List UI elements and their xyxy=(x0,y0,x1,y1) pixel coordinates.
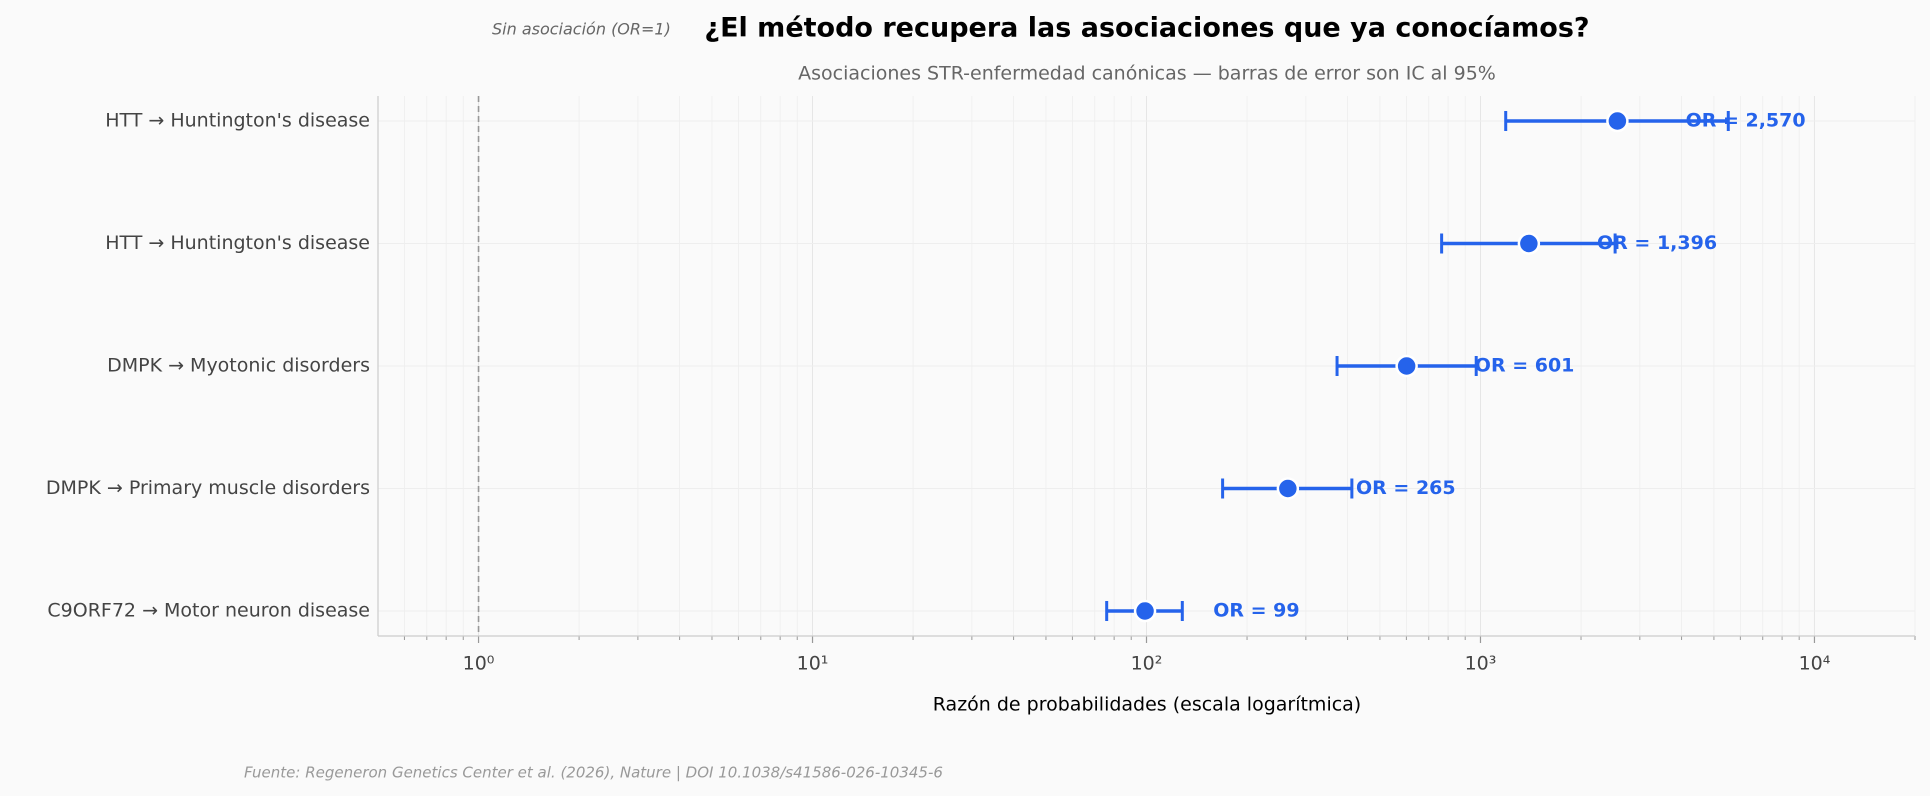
y-tick-label: HTT → Huntington's disease xyxy=(105,110,370,132)
point xyxy=(1517,232,1541,255)
x-tick-label: 10³ xyxy=(1465,653,1497,675)
value-label: OR = 2,570 xyxy=(1686,110,1806,132)
value-label: OR = 1,396 xyxy=(1597,232,1717,254)
chart-subtitle: Asociaciones STR-enfermedad canónicas — … xyxy=(798,63,1496,85)
y-tick-label: DMPK → Myotonic disorders xyxy=(107,355,370,377)
x-tick-label: 10⁴ xyxy=(1799,653,1831,675)
value-label: OR = 99 xyxy=(1213,600,1299,622)
point xyxy=(1133,599,1157,623)
point xyxy=(1276,477,1300,500)
chart-title: ¿El método recupera las asociaciones que… xyxy=(704,13,1589,44)
x-tick-label: 10⁰ xyxy=(463,653,495,675)
y-tick-label: HTT → Huntington's disease xyxy=(105,232,370,254)
x-tick-label: 10¹ xyxy=(797,653,829,675)
y-tick-label: DMPK → Primary muscle disorders xyxy=(46,477,370,499)
source-note: Fuente: Regeneron Genetics Center et al.… xyxy=(244,764,943,782)
ref-annotation: Sin asociación (OR=1) xyxy=(492,20,671,39)
x-axis-label: Razón de probabilidades (escala logarítm… xyxy=(933,694,1361,716)
value-label: OR = 601 xyxy=(1475,355,1575,377)
point xyxy=(1606,109,1629,133)
y-tick-label: C9ORF72 → Motor neuron disease xyxy=(47,600,370,622)
point xyxy=(1395,354,1418,378)
x-tick-label: 10² xyxy=(1131,653,1163,675)
value-label: OR = 265 xyxy=(1356,477,1456,499)
